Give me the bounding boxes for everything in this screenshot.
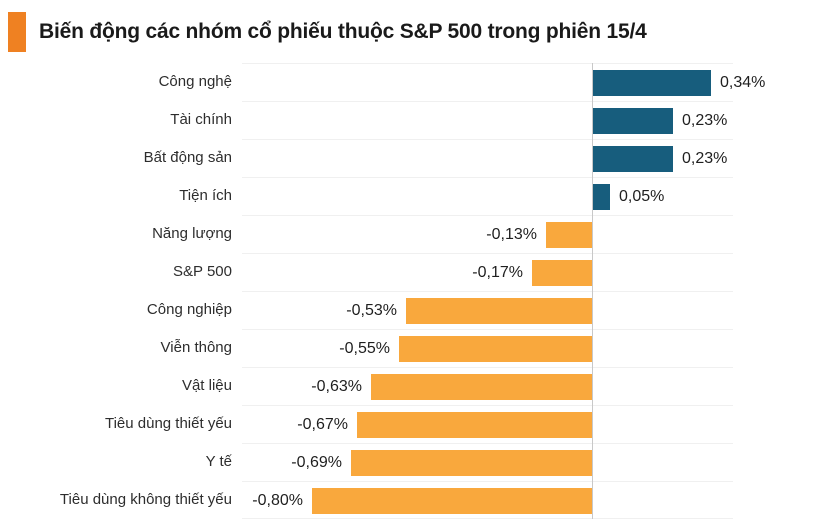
row-plot-area: -0,63% xyxy=(242,367,733,405)
row-plot-area: -0,17% xyxy=(242,253,733,291)
sector-bar-negative xyxy=(312,488,592,514)
page-title: Biến động các nhóm cổ phiếu thuộc S&P 50… xyxy=(39,20,647,43)
chart-row: Công nghiệp -0,53% xyxy=(0,291,814,329)
chart-row: Công nghệ 0,34% xyxy=(0,63,814,101)
row-plot-area: -0,13% xyxy=(242,215,733,253)
title-accent-bar-icon xyxy=(8,12,26,52)
sector-bar-positive xyxy=(592,184,610,210)
chart-row: Tài chính 0,23% xyxy=(0,101,814,139)
category-label: Tiện ích xyxy=(179,187,232,204)
sector-bar-negative xyxy=(371,374,592,400)
value-label: -0,80% xyxy=(252,492,303,509)
sector-bar-negative xyxy=(406,298,592,324)
sector-bar-negative xyxy=(546,222,592,248)
sector-bar-negative xyxy=(351,450,592,476)
value-label: -0,69% xyxy=(291,454,342,471)
category-label: Tiêu dùng không thiết yếu xyxy=(59,491,232,508)
chart-row: S&P 500 -0,17% xyxy=(0,253,814,291)
value-label: -0,63% xyxy=(311,378,362,395)
value-label: 0,34% xyxy=(720,74,766,91)
sector-bar-negative xyxy=(357,412,592,438)
category-label: Công nghiệp xyxy=(146,301,232,318)
chart-row: Tiêu dùng không thiết yếu -0,80% xyxy=(0,481,814,519)
chart-row: Vật liệu -0,63% xyxy=(0,367,814,405)
category-label: S&P 500 xyxy=(173,263,232,280)
value-label: -0,55% xyxy=(339,340,390,357)
row-plot-area: 0,23% xyxy=(242,101,733,139)
category-label: Năng lượng xyxy=(152,225,232,242)
row-plot-area: 0,34% xyxy=(242,63,765,101)
row-plot-area: 0,23% xyxy=(242,139,733,177)
value-label: -0,53% xyxy=(346,302,397,319)
value-label: -0,13% xyxy=(486,226,537,243)
sector-bar-negative xyxy=(399,336,592,362)
value-label: -0,67% xyxy=(297,416,348,433)
sector-bar-negative xyxy=(532,260,592,286)
chart-rows: Công nghệ 0,34% Tài chính 0,23% Bất động sản… xyxy=(0,63,814,519)
value-label: 0,23% xyxy=(682,112,728,129)
chart-row: Tiện ích 0,05% xyxy=(0,177,814,215)
value-label: 0,05% xyxy=(619,188,665,205)
row-plot-area: -0,53% xyxy=(242,291,733,329)
category-label: Vật liệu xyxy=(181,377,232,394)
value-label: 0,23% xyxy=(682,150,728,167)
chart-row: Bất động sản 0,23% xyxy=(0,139,814,177)
sector-bar-chart: Công nghệ 0,34% Tài chính 0,23% Bất động sản… xyxy=(0,63,814,519)
value-label: -0,17% xyxy=(472,264,523,281)
chart-row: Năng lượng -0,13% xyxy=(0,215,814,253)
sector-bar-positive xyxy=(592,108,673,134)
row-plot-area: -0,55% xyxy=(242,329,733,367)
sector-bar-positive xyxy=(592,70,711,96)
chart-header: Biến động các nhóm cổ phiếu thuộc S&P 50… xyxy=(0,0,814,52)
category-label: Bất động sản xyxy=(143,149,232,166)
chart-row: Tiêu dùng thiết yếu -0,67% xyxy=(0,405,814,443)
chart-row: Y tế -0,69% xyxy=(0,443,814,481)
chart-row: Viễn thông -0,55% xyxy=(0,329,814,367)
category-label: Y tế xyxy=(205,453,232,470)
category-label: Tài chính xyxy=(170,111,232,128)
row-plot-area: 0,05% xyxy=(242,177,733,215)
row-plot-area: -0,69% xyxy=(242,443,733,481)
category-label: Viễn thông xyxy=(160,339,232,356)
category-label: Công nghệ xyxy=(158,73,232,90)
row-plot-area: -0,67% xyxy=(242,405,733,443)
sector-bar-positive xyxy=(592,146,673,172)
zero-axis-line xyxy=(592,63,593,519)
row-plot-area: -0,80% xyxy=(242,481,733,519)
category-label: Tiêu dùng thiết yếu xyxy=(104,415,232,432)
